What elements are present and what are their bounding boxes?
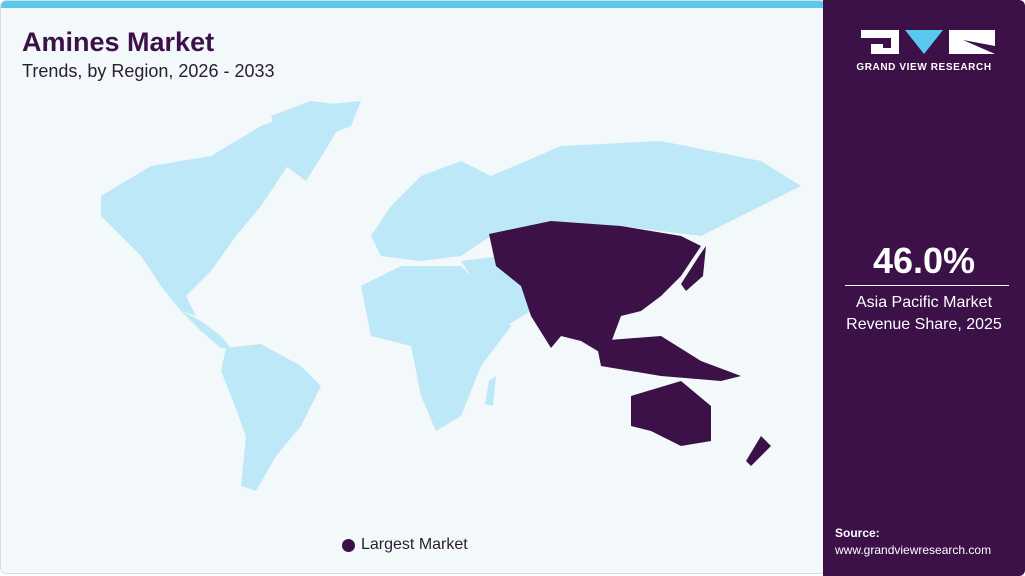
sidebar-panel: GRAND VIEW RESEARCH 46.0% Asia Pacific M… (823, 0, 1025, 576)
legend-label: Largest Market (361, 536, 468, 553)
region-madagascar (485, 376, 496, 406)
region-australia (631, 381, 711, 446)
source-link[interactable]: www.grandviewresearch.com (835, 543, 992, 557)
stat-value: 46.0% (872, 240, 976, 281)
stat-label: Asia Pacific Market Revenue Share, 2025 (823, 292, 1025, 336)
stat-label-line1: Asia Pacific Market (855, 294, 993, 311)
region-south-america (221, 344, 321, 491)
page-title: Amines Market (22, 27, 215, 57)
gvr-logo-icon (853, 30, 995, 54)
page-subtitle: Trends, by Region, 2026 - 2033 (22, 61, 275, 81)
region-middle-east (461, 256, 531, 326)
accent-bar (1, 1, 825, 8)
world-map (101, 101, 801, 491)
region-central-america (181, 311, 231, 348)
divider (845, 285, 1009, 286)
infographic-card: Amines Market Trends, by Region, 2026 - … (0, 0, 826, 574)
region-southeast-asia (596, 336, 741, 381)
region-new-zealand (746, 436, 771, 466)
brand-name: GRAND VIEW RESEARCH (856, 62, 992, 73)
region-greenland (271, 101, 351, 181)
region-japan (681, 246, 706, 291)
region-north-america (101, 101, 361, 316)
region-asia-pacific (489, 221, 701, 356)
source-label: Source: (835, 526, 880, 540)
region-russia (491, 141, 801, 236)
region-europe (371, 161, 491, 261)
region-africa (361, 266, 511, 431)
legend-dot-icon (342, 538, 355, 552)
stat-label-line2: Revenue Share, 2025 (846, 316, 1002, 333)
map-legend: Largest Market (342, 536, 468, 554)
